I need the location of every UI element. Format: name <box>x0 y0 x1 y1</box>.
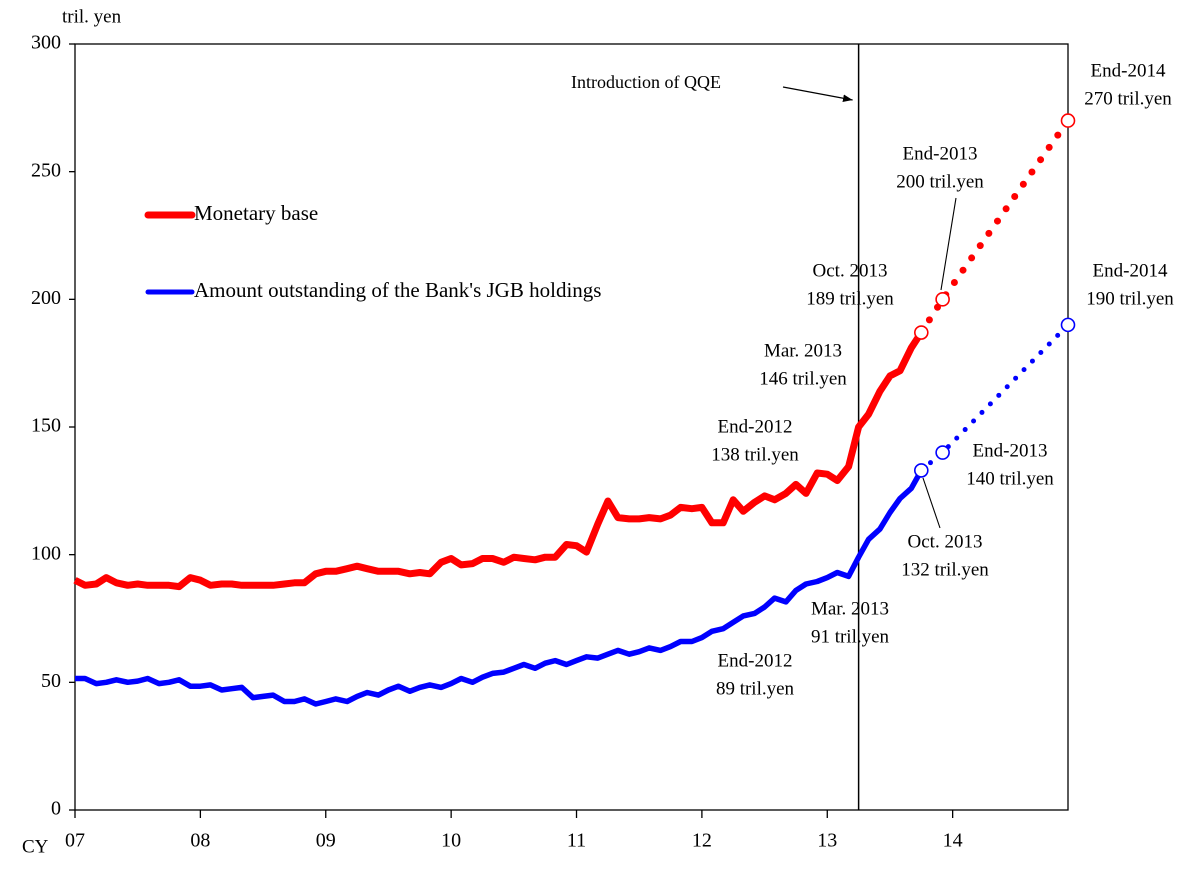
projection-marker <box>1060 317 1076 333</box>
projection-marker <box>914 325 929 340</box>
series-line <box>75 469 924 707</box>
y-tick-label: 200 <box>31 287 61 309</box>
annotation: End-2013 <box>903 143 978 164</box>
x-tick-label: 10 <box>441 830 461 852</box>
annotation: 189 tril.yen <box>806 288 894 309</box>
annotation: End-2012 <box>718 416 793 437</box>
x-tick-label: 13 <box>817 830 837 852</box>
legend-label: Amount outstanding of the Bank's JGB hol… <box>194 278 601 302</box>
annotation: 132 tril.yen <box>901 559 989 580</box>
annotation: 200 tril.yen <box>896 171 984 192</box>
y-tick-label: 0 <box>51 798 61 820</box>
legend-label: Monetary base <box>194 201 318 225</box>
annotation: 270 tril.yen <box>1084 88 1172 109</box>
annotation: 91 tril.yen <box>811 626 890 647</box>
x-tick-label: 14 <box>943 830 963 852</box>
annotation: Oct. 2013 <box>908 531 983 552</box>
y-tick-label: 250 <box>31 159 61 181</box>
annotation-leader <box>940 197 957 291</box>
annotation: Mar. 2013 <box>764 340 842 361</box>
projection-marker <box>1060 113 1076 128</box>
projection-marker <box>914 463 929 478</box>
annotation: 140 tril.yen <box>966 468 1054 489</box>
projection-marker <box>935 292 950 307</box>
y-tick-label: 50 <box>41 670 61 692</box>
annotation: End-2014 <box>1091 60 1166 81</box>
annotation: End-2013 <box>973 440 1048 461</box>
event-label: Introduction of QQE <box>571 72 721 92</box>
annotation: End-2012 <box>718 650 793 671</box>
x-tick-label: 07 <box>65 830 85 852</box>
annotation: 190 tril.yen <box>1086 288 1174 309</box>
annotation: 89 tril.yen <box>716 678 795 699</box>
event-arrow <box>782 86 853 103</box>
projection-line <box>917 117 1072 336</box>
annotation: 138 tril.yen <box>711 444 799 465</box>
projection-marker <box>935 445 950 460</box>
x-axis-label: CY <box>22 836 49 857</box>
x-tick-label: 08 <box>190 830 210 852</box>
series-line <box>73 330 925 591</box>
y-axis-label: tril. yen <box>62 6 122 27</box>
annotation: Oct. 2013 <box>813 260 888 281</box>
x-tick-label: 09 <box>316 830 336 852</box>
x-tick-label: 12 <box>692 830 712 852</box>
y-tick-label: 300 <box>31 32 61 54</box>
annotation: End-2014 <box>1093 260 1168 281</box>
annotation: 146 tril.yen <box>759 368 847 389</box>
annotation: Mar. 2013 <box>811 598 889 619</box>
x-tick-label: 11 <box>567 830 586 852</box>
annotation-leader <box>922 477 941 529</box>
y-tick-label: 100 <box>31 542 61 564</box>
y-tick-label: 150 <box>31 415 61 437</box>
